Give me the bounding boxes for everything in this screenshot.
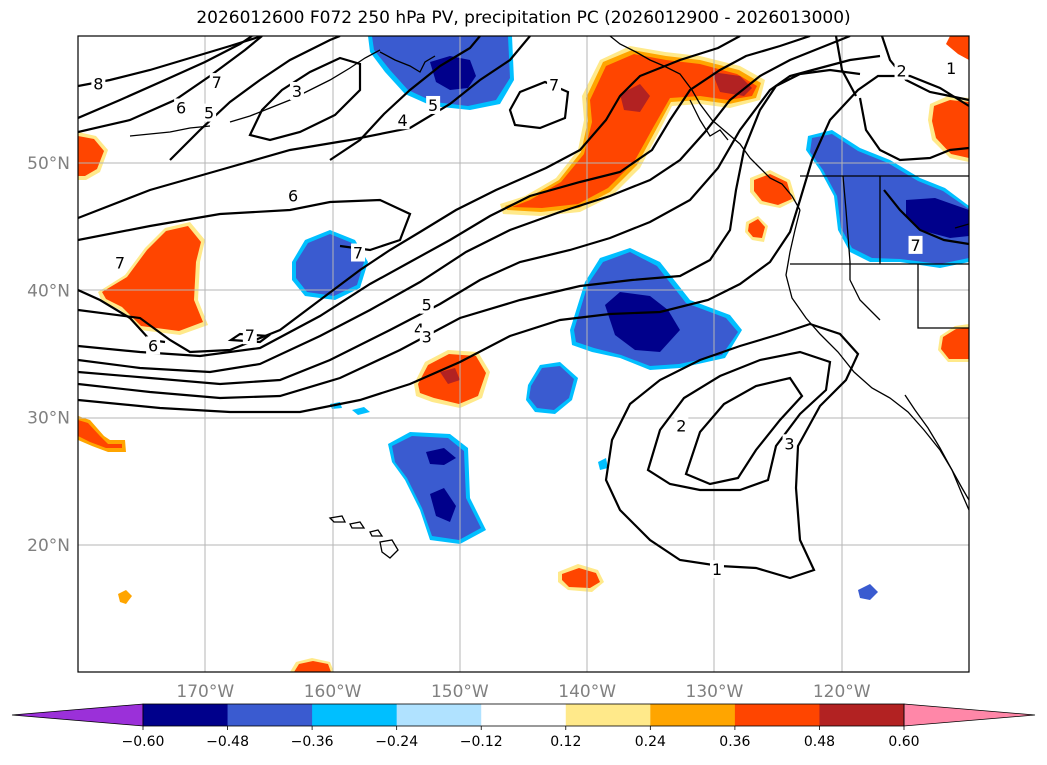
contour-label-bg [174, 98, 189, 117]
contour-label: 7 [115, 254, 125, 273]
contour-label-bg [91, 74, 106, 93]
contour-label: 5 [204, 104, 214, 123]
lat-label: 20°N [27, 536, 70, 556]
colorbar-segment [143, 704, 229, 726]
colorbar-segment [227, 704, 313, 726]
contour-label-bg [709, 560, 724, 579]
contour-label: 5 [428, 96, 438, 115]
contour-label-bg [351, 243, 366, 262]
longitude-labels: 170°W 160°W 150°W 140°W 130°W 120°W [176, 682, 870, 702]
lon-label: 160°W [304, 682, 362, 702]
contour-label-bg [395, 111, 410, 130]
colorbar-tick-label: 0.24 [635, 734, 666, 750]
colorbar-tick-label: −0.24 [375, 734, 418, 750]
contour-label: 4 [414, 320, 424, 339]
contour-label-bg [419, 295, 434, 314]
colorbar-tick-label: −0.36 [291, 734, 334, 750]
contour-label: 3 [422, 327, 432, 346]
contour-label: 1 [712, 560, 722, 579]
contour-label-bg [419, 327, 434, 346]
colorbar-tick-label: −0.60 [122, 734, 165, 750]
contour-label-bg [146, 336, 161, 355]
colorbar-frame [142, 703, 905, 727]
contour-label: 3 [784, 434, 794, 453]
contour-label: 1 [946, 59, 956, 78]
lon-label: 140°W [558, 682, 616, 702]
latitude-labels: 20°N 30°N 40°N 50°N [27, 154, 70, 556]
colorbar-extend-high [903, 703, 1036, 727]
lon-label: 170°W [176, 682, 234, 702]
colorbar-tick-label: 0.36 [719, 734, 750, 750]
contour-label-bg [894, 61, 909, 80]
contour-label-bg [286, 186, 301, 205]
colorbar-segment [481, 704, 567, 726]
lon-label: 120°W [813, 682, 871, 702]
contour-label-bg [202, 103, 217, 122]
contour-label-bg [426, 95, 441, 114]
colorbar-segment [734, 704, 820, 726]
contour-label-bg [547, 75, 562, 94]
coastlines [129, 36, 969, 559]
contour-label-bg [242, 326, 257, 345]
colorbar-segment [650, 704, 736, 726]
contour-label: 3 [292, 82, 302, 101]
colorbar-segment [819, 704, 905, 726]
lat-label: 30°N [27, 409, 70, 429]
colorbar-tick-label: −0.12 [460, 734, 503, 750]
map-frame [77, 35, 970, 673]
colorbar-extend-low [11, 703, 144, 727]
contour-label-bg [674, 416, 689, 435]
contour-label-bg [113, 253, 128, 272]
contour-label: 5 [422, 296, 432, 315]
contour-label: 7 [212, 73, 222, 92]
contour-label: 7 [353, 244, 363, 263]
lon-label: 150°W [431, 682, 489, 702]
contour-label: 6 [148, 336, 158, 355]
lat-label: 50°N [27, 154, 70, 174]
colorbar-segment [396, 704, 482, 726]
colorbar-tick-label: 0.60 [888, 734, 919, 750]
contour-label: 2 [896, 62, 906, 81]
colorbar: −0.60 −0.48 −0.36 −0.24 −0.12 0.12 0.24 0.36 0.4… [11, 703, 1036, 750]
colorbar-tick-label: −0.48 [206, 734, 249, 750]
lat-label: 40°N [27, 281, 70, 301]
contour-label-bg [209, 73, 224, 92]
contour-label: 7 [910, 236, 920, 255]
contour-label-bg [908, 235, 923, 254]
contour-label-bg [289, 81, 304, 100]
contour-label: 7 [245, 326, 255, 345]
contour-label-bg [944, 59, 959, 78]
colorbar-segment [565, 704, 651, 726]
contour-label: 8 [93, 74, 103, 93]
contour-label: 7 [549, 76, 559, 95]
lon-label: 130°W [686, 682, 744, 702]
contour-label-bg [782, 434, 797, 453]
contour-label: 2 [676, 417, 686, 436]
pv-contours [78, 36, 969, 580]
contour-label: 6 [176, 99, 186, 118]
colorbar-tick-label: 0.48 [804, 734, 835, 750]
page-title: 2026012600 F072 250 hPa PV, precipitatio… [196, 8, 851, 28]
contour-label: 4 [397, 111, 407, 130]
colorbar-tick-label: 0.12 [550, 734, 581, 750]
contour-label: 6 [288, 186, 298, 205]
colorbar-segment [312, 704, 398, 726]
